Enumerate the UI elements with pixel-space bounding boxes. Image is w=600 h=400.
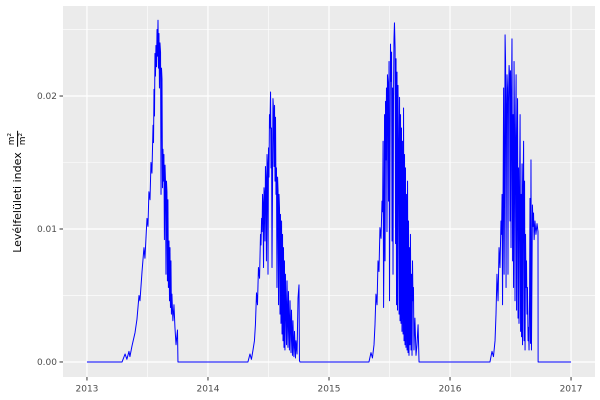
y-tick-label: 0.01 xyxy=(37,225,57,235)
y-tick-label: 0.02 xyxy=(37,92,57,102)
x-tick-label: 2013 xyxy=(76,385,99,395)
x-tick-label: 2014 xyxy=(197,385,220,395)
x-tick-label: 2015 xyxy=(318,385,341,395)
lai-line-series xyxy=(86,19,572,363)
x-tick-label: 2016 xyxy=(439,385,462,395)
x-tick-label: 2017 xyxy=(560,385,583,395)
y-tick-label: 0.00 xyxy=(37,358,57,368)
